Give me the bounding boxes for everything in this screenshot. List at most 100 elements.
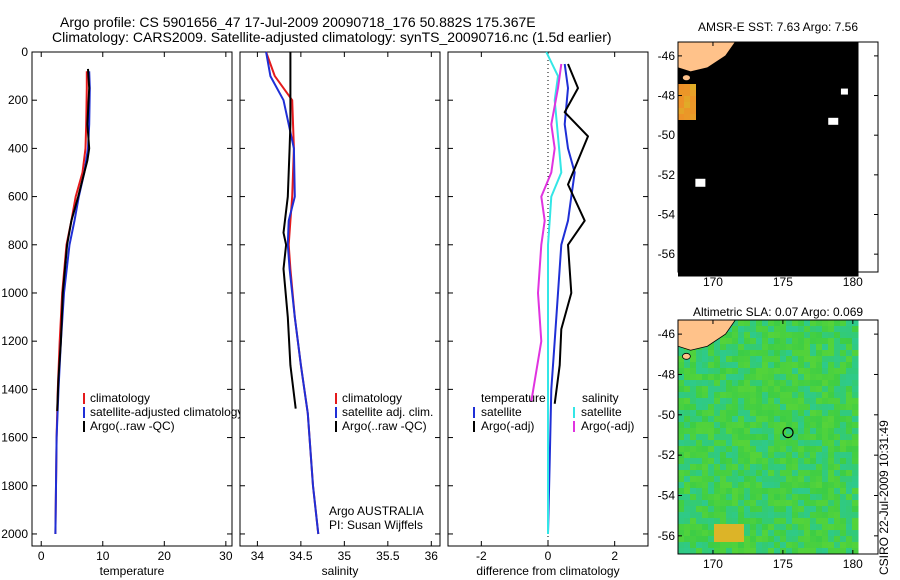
map-field-cell [762, 186, 769, 193]
map-field-cell [726, 482, 733, 489]
map-field-cell [798, 362, 805, 369]
map-field-cell [768, 446, 775, 453]
map-field-cell [816, 78, 823, 85]
map-field-cell [852, 440, 859, 447]
map-field-cell [786, 84, 793, 91]
map-field-cell [792, 506, 799, 513]
map-field-cell [678, 440, 685, 447]
map-field-cell [774, 264, 781, 271]
map-field-cell [714, 168, 721, 175]
map-field-cell [804, 270, 811, 277]
map-field-cell [786, 54, 793, 61]
map-field-cell [816, 210, 823, 217]
map-field-cell [786, 264, 793, 271]
map-field-cell [750, 338, 757, 345]
map-field-cell [852, 156, 859, 163]
map-field-cell [726, 198, 733, 205]
map-field-cell [774, 356, 781, 363]
map-field-cell [732, 512, 739, 519]
map-field-cell [774, 440, 781, 447]
map-field-cell [690, 270, 697, 277]
map-field-cell [810, 356, 817, 363]
map-field-cell [786, 380, 793, 387]
map-field-cell [834, 54, 841, 61]
map-field-cell [678, 120, 685, 127]
map-field-cell [834, 446, 841, 453]
map-field-cell [774, 204, 781, 211]
map-field-cell [708, 398, 715, 405]
map-field-cell [816, 162, 823, 169]
map-field-cell [852, 216, 859, 223]
map-field-cell [738, 126, 745, 133]
map-field-cell [726, 386, 733, 393]
map-field-cell [702, 102, 709, 109]
map-field-cell [768, 386, 775, 393]
map-field-cell [786, 476, 793, 483]
map-field-cell [840, 96, 847, 103]
map-field-cell [834, 392, 841, 399]
map-field-cell [810, 506, 817, 513]
map-field-cell [714, 386, 721, 393]
map-field-cell [684, 530, 691, 537]
legend-label: climatology [342, 391, 402, 405]
map-field-cell [774, 506, 781, 513]
map-field-cell [696, 482, 703, 489]
map-field-cell [762, 102, 769, 109]
map-field-cell [798, 476, 805, 483]
map-field-cell [756, 174, 763, 181]
map-field-cell [840, 66, 847, 73]
map-field-cell [780, 536, 787, 543]
map-field-cell [768, 500, 775, 507]
map-field-cell [840, 270, 847, 277]
map-field-cell [690, 90, 697, 97]
map-field-cell [846, 60, 853, 67]
map-field-cell [816, 90, 823, 97]
map-field-cell [780, 404, 787, 411]
map-field-cell [792, 198, 799, 205]
map-field-cell [834, 78, 841, 85]
map-field-cell [846, 542, 853, 549]
map-field-cell [810, 174, 817, 181]
map-field-cell [690, 518, 697, 525]
map-field-cell [720, 488, 727, 495]
map-field-cell [756, 542, 763, 549]
map-field-cell [702, 246, 709, 253]
map-field-cell [756, 186, 763, 193]
map-field-cell [678, 434, 685, 441]
map-field-cell [684, 240, 691, 247]
map-field-cell [810, 90, 817, 97]
map-field-cell [714, 494, 721, 501]
map-field-cell [810, 494, 817, 501]
map-field-cell [846, 464, 853, 471]
map-field-cell [780, 90, 787, 97]
map-field-cell [732, 398, 739, 405]
map-field-cell [750, 108, 757, 115]
map-field-cell [744, 440, 751, 447]
map-field-cell [738, 186, 745, 193]
map-field-cell [834, 102, 841, 109]
map-field-cell [822, 356, 829, 363]
map-field-cell [714, 542, 721, 549]
map-field-cell [720, 180, 727, 187]
map-field-cell [726, 350, 733, 357]
map-field-cell [720, 72, 727, 79]
map-field-cell [852, 126, 859, 133]
map-field-cell [678, 536, 685, 543]
map-field-cell [720, 536, 727, 543]
map-field-cell [702, 398, 709, 405]
map-field-cell [678, 530, 685, 537]
map-field-cell [690, 356, 697, 363]
map-field-cell [720, 168, 727, 175]
map-field-cell [822, 198, 829, 205]
map-field-cell [738, 518, 745, 525]
map-field-cell [810, 162, 817, 169]
map-field-cell [768, 362, 775, 369]
map-field-cell [816, 156, 823, 163]
map-field-cell [774, 144, 781, 151]
map-field-cell [690, 398, 697, 405]
map-field-cell [708, 66, 715, 73]
map-field-cell [738, 72, 745, 79]
map-field-cell [678, 368, 685, 375]
map-field-cell [804, 548, 811, 555]
map-field-cell [792, 512, 799, 519]
